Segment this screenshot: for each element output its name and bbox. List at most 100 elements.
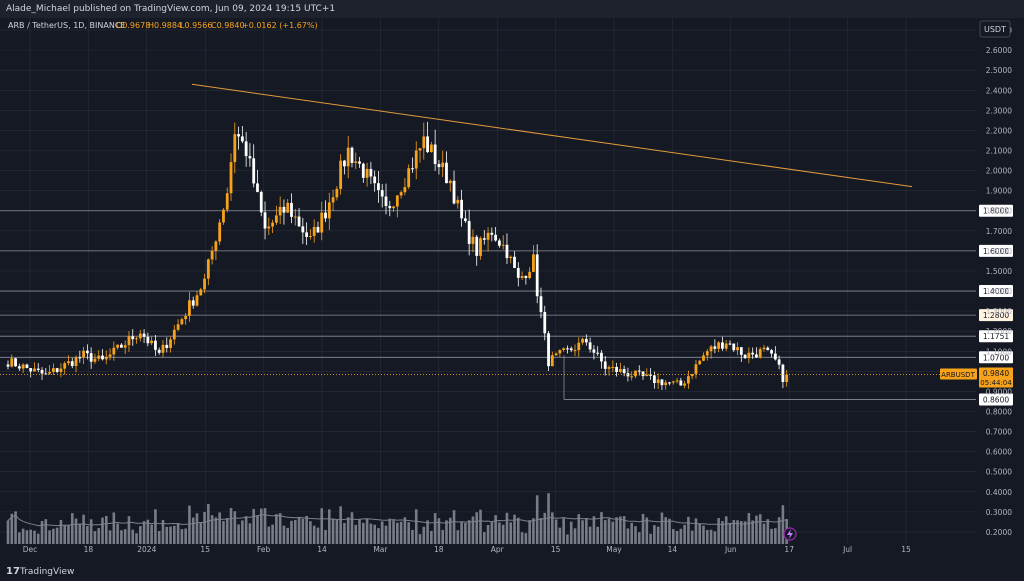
horizontal-levels[interactable]: 1.8000 1.6000 1.4000 1.2800 1.1751 1.0700 0.86…: [0, 204, 1013, 406]
candle-body: [274, 215, 278, 223]
candle-body: [441, 162, 445, 168]
candle-body: [240, 136, 244, 142]
candle-body: [392, 206, 395, 209]
candle-body: [645, 374, 649, 377]
y-tick-label: 2.6000: [986, 46, 1012, 55]
volume-bar: [214, 517, 218, 544]
candle-body: [456, 199, 460, 204]
candle-body: [603, 361, 607, 369]
candle-body: [634, 370, 637, 377]
candle-body: [146, 336, 150, 344]
volume-bar: [441, 529, 444, 544]
candle-body: [74, 357, 78, 367]
candle-body: [584, 338, 588, 343]
candle-body: [588, 342, 592, 350]
candle-body: [717, 342, 721, 349]
volume-bar: [645, 517, 649, 544]
symbol-tag-bg: [940, 368, 977, 380]
candle-body: [17, 366, 21, 369]
candle-body: [656, 379, 660, 384]
y-tick-label: 2.4000: [986, 86, 1012, 95]
candle-body: [309, 235, 312, 237]
last-price-value: 0.9840: [983, 369, 1009, 378]
tradingview-logo-icon: 17: [6, 566, 20, 577]
volume-bar: [78, 523, 82, 544]
volume-bar: [660, 512, 664, 544]
level-label-bg: [979, 309, 1013, 322]
volume-bar: [225, 518, 229, 544]
volume-bar: [437, 518, 441, 544]
volume-bar: [135, 533, 138, 544]
candle-body: [433, 144, 437, 165]
x-tick-label: May: [606, 545, 622, 554]
volume-bar: [456, 530, 460, 544]
x-tick-label: 17: [784, 545, 794, 554]
candle-body: [89, 353, 93, 362]
volume-bar: [675, 530, 679, 544]
currency-badge[interactable]: USDT: [979, 20, 1011, 38]
volume-bar: [517, 517, 520, 544]
candle-body: [766, 347, 770, 351]
candle-body: [524, 276, 528, 278]
volume-bar: [380, 521, 384, 544]
volume-bar: [630, 522, 633, 544]
y-tick-label: 1.3000: [986, 307, 1012, 316]
symbol-tag: ARBUSDT: [941, 371, 975, 379]
x-tick-label: 2024: [137, 545, 156, 554]
volume-bar: [93, 531, 97, 544]
volume-bar: [770, 528, 773, 544]
candle-body: [312, 226, 316, 236]
candle-body: [399, 192, 403, 196]
volume-bar: [131, 529, 135, 544]
volume-bar: [433, 513, 437, 544]
candle-body: [547, 333, 550, 367]
candle-body: [566, 348, 569, 350]
candle-body: [528, 271, 532, 278]
volume-bar: [104, 515, 108, 544]
volume-bar: [301, 518, 305, 544]
candle-body: [150, 340, 154, 344]
volume-bar: [36, 533, 40, 544]
legend-change: +0.0162 (+1.67%): [242, 21, 318, 30]
volume-bar: [649, 533, 652, 544]
volume-bar: [63, 525, 66, 544]
candle-body: [516, 267, 520, 278]
price-chart[interactable]: 1.8000 1.6000 1.4000 1.2800 1.1751 1.0700 0.86…: [0, 18, 1024, 562]
volume-bar: [40, 521, 44, 544]
x-tick-label: Jul: [842, 545, 852, 554]
price-axis[interactable]: 2.70002.60002.50002.40002.30002.20002.10…: [986, 26, 1012, 537]
candle-body: [596, 352, 600, 354]
time-axis[interactable]: Dec 18 2024 15 Feb 14 Mar 18 Apr 15 May 14 Jun 17 Jul 1…: [23, 545, 911, 554]
lightning-icon[interactable]: [783, 527, 797, 541]
volume-bar: [233, 511, 237, 544]
volume-bar: [713, 531, 717, 544]
trendline[interactable]: [191, 83, 913, 188]
volume-bar: [637, 532, 641, 544]
volume-bar: [377, 528, 380, 544]
candle-body: [14, 358, 17, 367]
candle-body: [660, 379, 664, 386]
y-tick-label: 0.8000: [986, 407, 1012, 416]
candle-body: [70, 361, 74, 367]
candle-body: [259, 191, 263, 213]
x-tick-label: Apr: [491, 545, 505, 554]
volume-bar: [498, 522, 501, 544]
y-tick-label: 1.4000: [986, 287, 1012, 296]
candle-body: [154, 340, 157, 350]
candle-body: [369, 168, 373, 177]
candle-body: [120, 344, 123, 348]
volume-bar: [706, 529, 709, 544]
candle-body: [161, 344, 165, 353]
candle-body: [486, 232, 490, 240]
volume-bar: [422, 526, 426, 544]
volume-bar: [388, 518, 392, 544]
volume-bar: [244, 516, 248, 544]
volume-bar: [554, 519, 558, 544]
volume-bar: [494, 515, 497, 544]
volume-bar: [328, 509, 331, 544]
candle-body: [732, 343, 736, 351]
candle-body: [380, 190, 384, 197]
volume-bar: [207, 503, 210, 544]
level-label: 0.8600: [983, 395, 1009, 404]
candle-body: [437, 164, 441, 168]
